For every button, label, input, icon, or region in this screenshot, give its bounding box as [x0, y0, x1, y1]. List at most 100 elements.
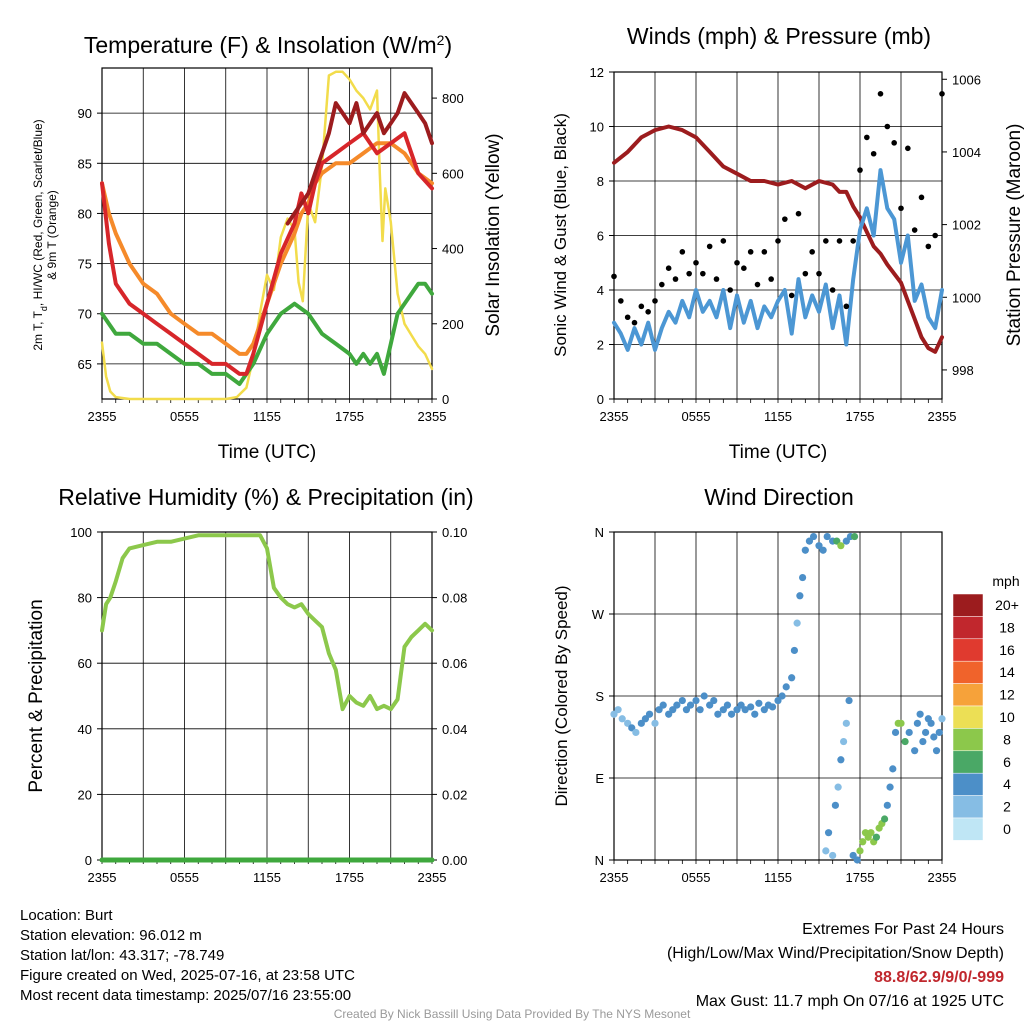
direction-ylabel: Direction (Colored By Speed): [552, 585, 571, 806]
humidity-y-tick-label: 20: [78, 787, 92, 802]
direction-point: [872, 833, 881, 841]
temperature-y2-tick-label: 600: [442, 166, 464, 181]
direction-point: [710, 696, 718, 705]
direction-point: [801, 546, 809, 554]
direction-point: [919, 737, 927, 746]
direction-point: [796, 592, 804, 600]
winds-y2-tick-label: 1004: [952, 145, 981, 160]
direction-point: [881, 815, 889, 823]
direction-y-tick-label: E: [595, 771, 604, 786]
gust-point: [891, 140, 897, 146]
legend-label: 2: [1003, 799, 1011, 815]
legend-label: 20+: [995, 597, 1019, 613]
legend-swatch: [952, 705, 984, 729]
direction-point: [842, 719, 850, 727]
direction-point: [831, 801, 840, 809]
gust-point: [788, 292, 795, 299]
temperature-y-tick-label: 85: [78, 156, 92, 171]
temperature-green-line: [100, 281, 434, 386]
direction-point: [886, 783, 894, 791]
direction-point: [651, 719, 659, 727]
winds-y-tick-label: 10: [590, 120, 604, 135]
direction-y-tick-label: N: [595, 853, 604, 868]
direction-point: [700, 692, 708, 700]
humidity-y2-tick-label: 0.02: [442, 787, 467, 802]
humidity-x-tick-label: 0555: [170, 870, 199, 885]
legend-swatch: [952, 795, 984, 819]
gust-point: [747, 249, 754, 255]
gust-point: [918, 194, 925, 201]
direction-point: [834, 783, 842, 791]
direction-point: [897, 719, 905, 727]
legend-label: 14: [999, 664, 1015, 680]
direction-point: [932, 747, 941, 755]
humidity-y2-tick-label: 0.00: [442, 853, 467, 868]
gust-point: [631, 319, 638, 326]
direction-point: [618, 715, 626, 723]
temperature-y2-tick-label: 800: [442, 91, 464, 106]
gust-point: [686, 270, 692, 277]
legend-swatch: [952, 660, 984, 684]
legend-label: 18: [999, 619, 1015, 635]
direction-point: [823, 532, 831, 541]
gust-point: [795, 210, 802, 217]
legend-label: 8: [1003, 731, 1011, 747]
gust-point: [870, 150, 877, 157]
max-gust-text: Max Gust: 11.7 mph On 07/16 at 1925 UTC: [695, 993, 1004, 1010]
direction-point: [678, 696, 686, 705]
direction-x-tick-label: 1755: [846, 870, 875, 885]
direction-point: [788, 674, 796, 682]
gust-point: [638, 303, 645, 310]
winds-x-tick-label: 2355: [928, 409, 957, 424]
winds-y-tick-label: 6: [597, 229, 604, 244]
direction-point: [845, 696, 853, 705]
legend-swatch: [952, 593, 984, 617]
winds-y-tick-label: 0: [597, 392, 604, 407]
legend-label: 10: [999, 709, 1015, 725]
legend-label: 6: [1003, 754, 1011, 770]
legend-swatch: [952, 817, 984, 841]
gust-point: [761, 249, 768, 255]
direction-point: [799, 573, 807, 582]
winds-y-tick-label: 4: [597, 283, 604, 298]
direction-point: [751, 710, 759, 718]
humidity-ylabel: Percent & Precipitation: [26, 599, 47, 792]
gust-point: [809, 249, 815, 255]
winds-panel: Winds (mph) & Pressure (mb) Sonic Wind &…: [551, 23, 1024, 463]
temperature-panel: Temperature (F) & Insolation (W/m2) 2m T…: [31, 32, 504, 463]
direction-point: [632, 728, 640, 737]
temperature-y2label: Solar Insolation (Yellow): [483, 133, 504, 336]
direction-point: [905, 728, 913, 737]
legend-label: 4: [1003, 776, 1011, 792]
direction-point: [659, 701, 667, 709]
humidity-x-tick-label: 1155: [253, 870, 281, 885]
gust-point: [823, 238, 829, 244]
winds-y-tick-label: 8: [597, 174, 604, 189]
gust-point: [898, 205, 904, 212]
winds-y2-tick-label: 1000: [952, 290, 981, 305]
winds-y-tick-label: 2: [597, 338, 604, 353]
station-info: Location: Burt Station elevation: 96.012…: [20, 906, 355, 1006]
direction-point: [696, 706, 704, 714]
direction-point: [778, 692, 786, 700]
legend-swatch: [952, 728, 984, 752]
direction-point: [741, 706, 749, 714]
gust-point: [611, 273, 617, 280]
direction-point: [840, 737, 848, 746]
direction-point: [927, 719, 935, 727]
direction-point: [686, 701, 695, 709]
speed-legend: 20+ 18 16 14 12 10 8 6 4 2 0: [952, 593, 1019, 841]
gust-point: [720, 238, 727, 244]
direction-point: [859, 838, 867, 846]
temperature-ylabel-line1: 2m T, Td, HI/WC (Red, Green, Scarlet/Blu…: [31, 119, 49, 350]
direction-point: [867, 829, 875, 837]
direction-x-tick-label: 2355: [600, 870, 629, 885]
gust-point: [754, 281, 761, 288]
direction-point: [782, 683, 790, 691]
gust-point: [884, 123, 891, 130]
humidity-title: Relative Humidity (%) & Precipitation (i…: [58, 484, 473, 510]
gust-point: [618, 298, 624, 304]
temperature-red-line: [100, 131, 434, 376]
temperature-y2-tick-label: 400: [442, 242, 464, 257]
